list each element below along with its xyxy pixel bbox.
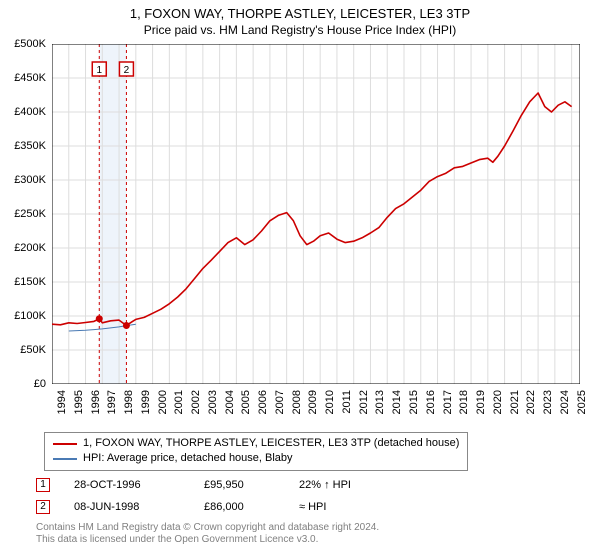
sale-marker-price: £95,950 xyxy=(204,479,299,491)
x-tick-label: 2022 xyxy=(525,390,537,414)
legend-label-hpi: HPI: Average price, detached house, Blab… xyxy=(83,451,293,466)
x-tick-label: 2018 xyxy=(458,390,470,414)
x-tick-label: 1998 xyxy=(123,390,135,414)
y-tick-label: £0 xyxy=(0,378,46,390)
sale-markers-table: 1 28-OCT-1996 £95,950 22% ↑ HPI 2 08-JUN… xyxy=(36,474,389,518)
x-tick-label: 2002 xyxy=(190,390,202,414)
x-tick-label: 2020 xyxy=(492,390,504,414)
sale-marker-pct: ≈ HPI xyxy=(299,501,389,513)
sale-marker-date: 08-JUN-1998 xyxy=(74,501,204,513)
x-tick-label: 2006 xyxy=(257,390,269,414)
footnote-line1: Contains HM Land Registry data © Crown c… xyxy=(36,522,379,533)
x-axis: 1994 1995 1996 1997 1998 1999 2000 2001 2002 2003… xyxy=(52,386,580,436)
x-tick-label: 2021 xyxy=(509,390,521,414)
sale-marker-row: 1 28-OCT-1996 £95,950 22% ↑ HPI xyxy=(36,474,389,496)
x-tick-label: 1995 xyxy=(73,390,85,414)
y-tick-label: £200K xyxy=(0,242,46,254)
chart-subtitle: Price paid vs. HM Land Registry's House … xyxy=(0,21,600,37)
legend: 1, FOXON WAY, THORPE ASTLEY, LEICESTER, … xyxy=(44,432,468,471)
x-tick-label: 2008 xyxy=(291,390,303,414)
x-tick-label: 1994 xyxy=(56,390,68,414)
y-tick-label: £400K xyxy=(0,106,46,118)
x-tick-label: 2011 xyxy=(341,390,353,414)
y-tick-label: £350K xyxy=(0,140,46,152)
x-tick-label: 2007 xyxy=(274,390,286,414)
legend-swatch-hpi xyxy=(53,458,77,460)
x-tick-label: 2010 xyxy=(324,390,336,414)
x-tick-label: 2004 xyxy=(224,390,236,414)
sale-marker-price: £86,000 xyxy=(204,501,299,513)
y-tick-label: £100K xyxy=(0,310,46,322)
x-tick-label: 2003 xyxy=(207,390,219,414)
x-tick-label: 2014 xyxy=(391,390,403,414)
footnote-line2: This data is licensed under the Open Gov… xyxy=(36,534,318,545)
x-tick-label: 2016 xyxy=(425,390,437,414)
legend-swatch-property xyxy=(53,443,77,445)
sale-marker-badge: 1 xyxy=(36,478,50,492)
legend-label-property: 1, FOXON WAY, THORPE ASTLEY, LEICESTER, … xyxy=(83,436,459,451)
x-tick-label: 1999 xyxy=(140,390,152,414)
y-tick-label: £50K xyxy=(0,344,46,356)
footnote: Contains HM Land Registry data © Crown c… xyxy=(36,522,584,546)
svg-text:1: 1 xyxy=(96,65,102,76)
sale-marker-pct: 22% ↑ HPI xyxy=(299,479,389,491)
svg-text:2: 2 xyxy=(124,65,130,76)
chart-container: 1, FOXON WAY, THORPE ASTLEY, LEICESTER, … xyxy=(0,0,600,560)
x-tick-label: 2000 xyxy=(157,390,169,414)
x-tick-label: 2001 xyxy=(173,390,185,414)
x-tick-label: 2017 xyxy=(442,390,454,414)
x-tick-label: 2019 xyxy=(475,390,487,414)
x-tick-label: 2005 xyxy=(240,390,252,414)
x-tick-label: 2024 xyxy=(559,390,571,414)
legend-item-hpi: HPI: Average price, detached house, Blab… xyxy=(53,451,459,466)
x-tick-label: 2023 xyxy=(542,390,554,414)
sale-marker-date: 28-OCT-1996 xyxy=(74,479,204,491)
y-tick-label: £300K xyxy=(0,174,46,186)
plot-area: 12 xyxy=(52,44,580,384)
y-tick-label: £500K xyxy=(0,38,46,50)
y-tick-label: £150K xyxy=(0,276,46,288)
x-tick-label: 2012 xyxy=(358,390,370,414)
y-tick-label: £250K xyxy=(0,208,46,220)
x-tick-label: 1996 xyxy=(90,390,102,414)
legend-item-property: 1, FOXON WAY, THORPE ASTLEY, LEICESTER, … xyxy=(53,436,459,451)
y-tick-label: £450K xyxy=(0,72,46,84)
sale-marker-row: 2 08-JUN-1998 £86,000 ≈ HPI xyxy=(36,496,389,518)
x-tick-label: 2025 xyxy=(576,390,588,414)
y-axis: £0£50K£100K£150K£200K£250K£300K£350K£400… xyxy=(0,44,48,384)
x-tick-label: 2015 xyxy=(408,390,420,414)
sale-marker-badge: 2 xyxy=(36,500,50,514)
x-tick-label: 2013 xyxy=(374,390,386,414)
x-tick-label: 1997 xyxy=(106,390,118,414)
x-tick-label: 2009 xyxy=(307,390,319,414)
chart-title-address: 1, FOXON WAY, THORPE ASTLEY, LEICESTER, … xyxy=(0,0,600,21)
